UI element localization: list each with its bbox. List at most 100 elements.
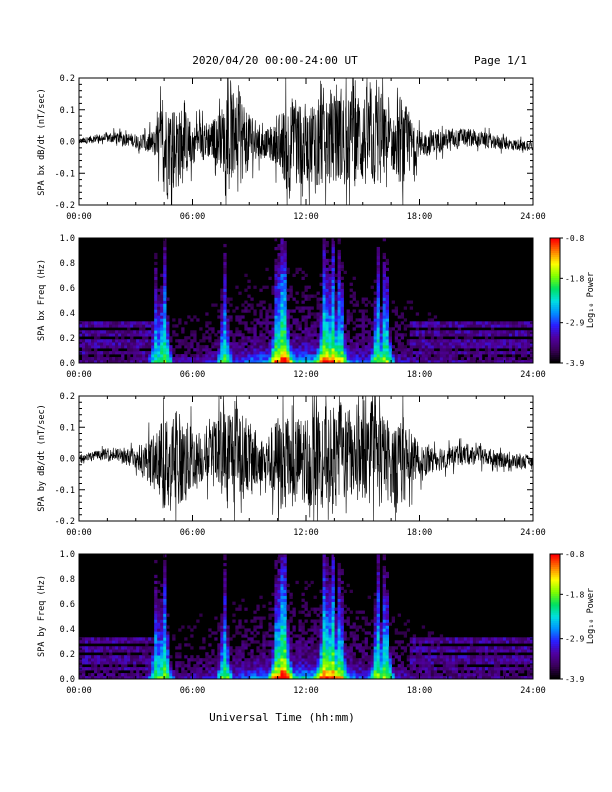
spectrogram-cell — [97, 330, 101, 334]
spectrogram-cell — [523, 360, 528, 364]
spectrogram-cell — [196, 676, 200, 680]
spectrogram-cell — [463, 649, 468, 653]
spectrogram-cell — [220, 616, 224, 620]
spectrogram-cell — [115, 667, 119, 671]
spectrogram-cell — [262, 300, 266, 304]
spectrogram-cell — [502, 330, 507, 334]
spectrogram-cell — [370, 303, 374, 307]
spectrogram-cell — [391, 300, 395, 304]
spectrogram-cell — [97, 640, 101, 644]
spectrogram-cell — [292, 628, 296, 632]
spectrogram-cell — [130, 357, 134, 361]
spectrogram-cell — [421, 661, 426, 665]
spectrogram-cell — [184, 664, 188, 668]
colorbar-swatch — [550, 290, 560, 293]
spectrogram-cell — [97, 667, 101, 671]
spectrogram-cell — [397, 333, 402, 337]
spectrogram-cell — [433, 339, 438, 343]
spectrogram-cell — [331, 288, 335, 292]
spectrogram-cell — [505, 321, 510, 325]
spectrogram-cell — [241, 354, 245, 358]
spectrogram-cell — [283, 360, 287, 364]
spectrogram-cell — [283, 282, 287, 286]
spectrogram-cell — [145, 676, 149, 680]
spectrogram-cell — [163, 616, 167, 620]
spectrogram-cell — [199, 646, 203, 650]
spectrogram-cell — [415, 655, 420, 659]
spectrogram-cell — [265, 631, 269, 635]
spectrogram-cell — [292, 607, 296, 611]
spectrogram-cell — [460, 360, 465, 364]
spectrogram-cell — [466, 351, 471, 355]
spectrogram-cell — [163, 276, 167, 280]
spectrogram-cell — [430, 360, 435, 364]
spectrogram-cell — [466, 357, 471, 361]
spectrogram-cell — [244, 321, 248, 325]
spectrogram-cell — [340, 291, 344, 295]
spectrogram-cell — [349, 357, 353, 361]
spectrogram-cell — [373, 279, 377, 283]
spectrogram-cell — [160, 333, 164, 337]
spectrogram-cell — [220, 628, 224, 632]
spectrogram-cell — [250, 306, 254, 310]
spectrogram-cell — [481, 655, 486, 659]
spectrogram-cell — [331, 598, 335, 602]
spectrogram-cell — [313, 327, 317, 331]
spectrogram-cell — [337, 312, 341, 316]
spectrogram-cell — [355, 643, 359, 647]
spectrogram-cell — [160, 604, 164, 608]
spectrogram-cell — [313, 357, 317, 361]
spectrogram-cell — [274, 330, 278, 334]
spectrogram-cell — [166, 324, 170, 328]
spectrogram-cell — [220, 348, 224, 352]
spectrogram-cell — [379, 652, 383, 656]
spectrogram-cell — [334, 643, 338, 647]
spectrogram-cell — [349, 315, 353, 319]
spectrogram-cell — [460, 330, 465, 334]
spectrogram-cell — [289, 348, 293, 352]
spectrogram-cell — [199, 345, 203, 349]
spectrogram-cell — [385, 339, 389, 343]
spectrogram-cell — [238, 342, 242, 346]
spectrogram-cell — [154, 330, 158, 334]
spectrogram-cell — [259, 321, 263, 325]
spectrogram-cell — [388, 676, 392, 680]
spectrogram-cell — [190, 673, 194, 677]
spectrogram-cell — [196, 360, 200, 364]
spectrogram-cell — [292, 321, 296, 325]
spectrogram-cell — [349, 652, 353, 656]
spectrogram-cell — [133, 637, 137, 641]
spectrogram-cell — [286, 315, 290, 319]
spectrogram-cell — [340, 267, 344, 272]
spectrogram-cell — [379, 336, 383, 340]
spectrogram-cell — [331, 625, 335, 629]
spectrogram-cell — [478, 357, 483, 361]
spectrogram-cell — [226, 315, 230, 319]
spectrogram-cell — [493, 351, 498, 355]
spectrogram-cell — [325, 249, 329, 254]
spectrogram-cell — [253, 327, 257, 331]
spectrogram-cell — [379, 658, 383, 662]
spectrogram-cell — [487, 640, 492, 644]
spectrogram-cell — [235, 354, 239, 358]
spectrogram-cell — [325, 673, 329, 677]
spectrogram-cell — [322, 676, 326, 680]
spectrogram-cell — [328, 345, 332, 349]
spectrogram-cell — [100, 342, 104, 346]
spectrogram-cell — [394, 333, 399, 337]
spectrogram-cell — [277, 631, 281, 635]
spectrogram-cell — [115, 646, 119, 650]
spectrogram-cell — [334, 294, 338, 298]
spectrogram-cell — [436, 324, 441, 328]
spectrogram-cell — [409, 357, 414, 361]
spectrogram-cell — [250, 619, 254, 623]
x-tick-label: 00:00 — [66, 528, 92, 538]
spectrogram-cell — [172, 673, 176, 677]
spectrogram-cell — [148, 646, 152, 650]
spectrogram-cell — [265, 318, 269, 322]
spectrogram-cell — [373, 613, 377, 617]
spectrogram-cell — [145, 637, 149, 641]
spectrogram-cell — [334, 279, 338, 283]
spectrogram-cell — [223, 336, 227, 340]
spectrogram-cell — [382, 637, 386, 641]
